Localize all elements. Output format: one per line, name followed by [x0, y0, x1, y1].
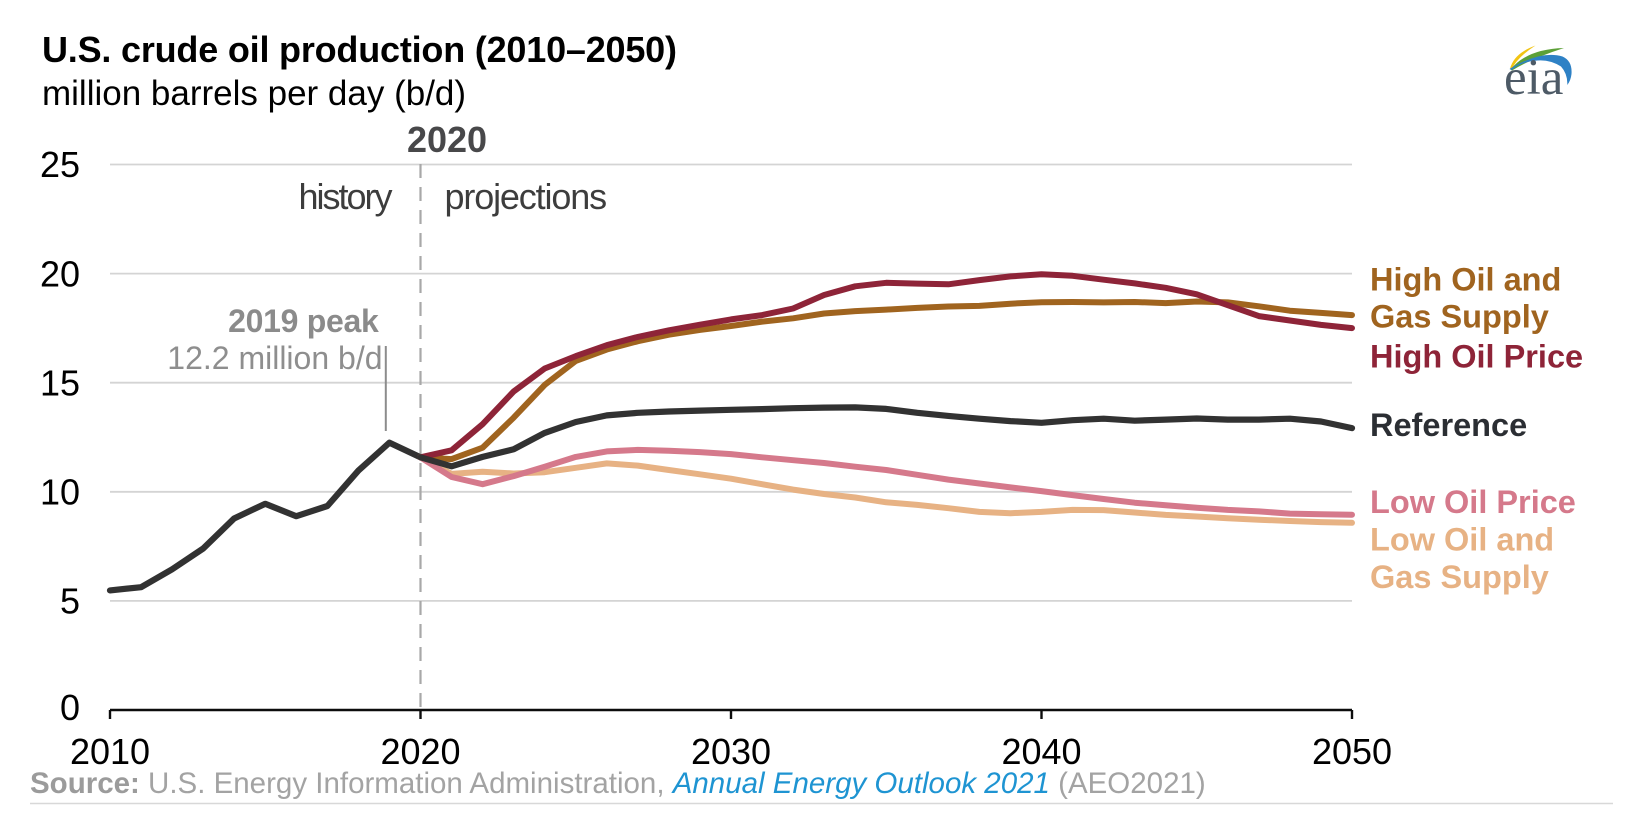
svg-text:Low Oil Price: Low Oil Price	[1370, 484, 1576, 520]
svg-text:12.2 million b/d: 12.2 million b/d	[167, 340, 382, 376]
svg-text:2040: 2040	[1001, 731, 1081, 772]
svg-text:Gas Supply: Gas Supply	[1370, 299, 1549, 335]
svg-text:eia: eia	[1504, 50, 1563, 106]
svg-text:15: 15	[40, 362, 80, 403]
svg-text:0: 0	[60, 687, 80, 728]
svg-text:2020: 2020	[380, 731, 460, 772]
svg-text:2050: 2050	[1312, 731, 1392, 772]
svg-text:2019 peak: 2019 peak	[228, 303, 379, 339]
svg-text:U.S. crude oil production (201: U.S. crude oil production (2010–2050)	[42, 29, 677, 70]
svg-text:Reference: Reference	[1370, 407, 1527, 443]
svg-text:2010: 2010	[70, 731, 150, 772]
svg-text:High Oil Price: High Oil Price	[1370, 338, 1583, 374]
svg-text:20: 20	[40, 253, 80, 294]
svg-text:Low Oil and: Low Oil and	[1370, 522, 1554, 558]
svg-text:Gas Supply: Gas Supply	[1370, 559, 1549, 595]
svg-text:5: 5	[60, 581, 80, 622]
svg-text:High Oil and: High Oil and	[1370, 262, 1561, 298]
svg-text:25: 25	[40, 144, 80, 185]
svg-text:2020: 2020	[407, 119, 487, 160]
svg-text:history: history	[298, 176, 392, 217]
svg-text:million barrels per day (b/d): million barrels per day (b/d)	[42, 74, 466, 113]
svg-text:projections: projections	[445, 176, 607, 217]
svg-text:10: 10	[40, 472, 80, 513]
svg-text:2030: 2030	[691, 731, 771, 772]
svg-text:Source: U.S. Energy Informatio: Source: U.S. Energy Information Administ…	[30, 767, 1206, 800]
